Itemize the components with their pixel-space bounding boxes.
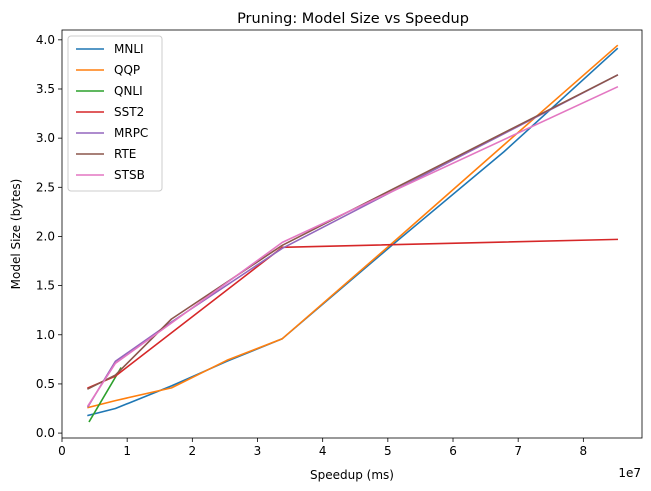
x-tick-label: 7 <box>514 444 522 458</box>
plot-frame <box>61 29 643 439</box>
x-tick-label: 6 <box>449 444 457 458</box>
legend-label: RTE <box>114 147 136 161</box>
legend-label: SST2 <box>114 105 144 119</box>
x-tick-label: 1 <box>123 444 131 458</box>
x-tick-label: 8 <box>580 444 588 458</box>
y-tick-label: 1.0 <box>36 328 55 342</box>
y-tick-label: 4.0 <box>36 33 55 47</box>
y-tick-label: 2.0 <box>36 229 55 243</box>
y-tick-label: 1.5 <box>36 279 55 293</box>
legend-label: MNLI <box>114 42 144 56</box>
legend-label: STSB <box>114 168 145 182</box>
series-layer <box>86 44 619 423</box>
legend-label: QQP <box>114 63 140 77</box>
x-axis-offset-text: 1e7 <box>618 466 641 480</box>
legend-label: MRPC <box>114 126 148 140</box>
x-tick-label: 0 <box>58 444 66 458</box>
x-axis-label: Speedup (ms) <box>310 468 394 482</box>
series-line-qqp <box>87 44 619 409</box>
x-tick-label: 4 <box>319 444 327 458</box>
legend-label: QNLI <box>114 84 143 98</box>
legend: MNLI QQP QNLI SST2 MRPC RTE STSB <box>67 35 163 192</box>
y-tick-label: 3.5 <box>36 82 55 96</box>
x-tick-label: 2 <box>189 444 197 458</box>
ticks-layer: 0 1 2 3 4 5 6 7 8 0.0 0.5 1.0 1.5 2.0 2.5 3.0 3.5 4.0 <box>36 33 587 458</box>
series-line-qnli <box>88 367 122 423</box>
y-tick-label: 3.0 <box>36 131 55 145</box>
x-tick-label: 3 <box>254 444 262 458</box>
y-tick-label: 2.5 <box>36 180 55 194</box>
series-line-rte <box>87 74 619 390</box>
y-tick-label: 0.0 <box>36 426 55 440</box>
x-tick-label: 5 <box>384 444 392 458</box>
y-tick-label: 0.5 <box>36 377 55 391</box>
series-line-stsb <box>86 85 619 407</box>
legend-box <box>67 35 163 192</box>
chart-title: Pruning: Model Size vs Speedup <box>237 11 469 27</box>
y-axis-label: Model Size (bytes) <box>9 179 23 290</box>
